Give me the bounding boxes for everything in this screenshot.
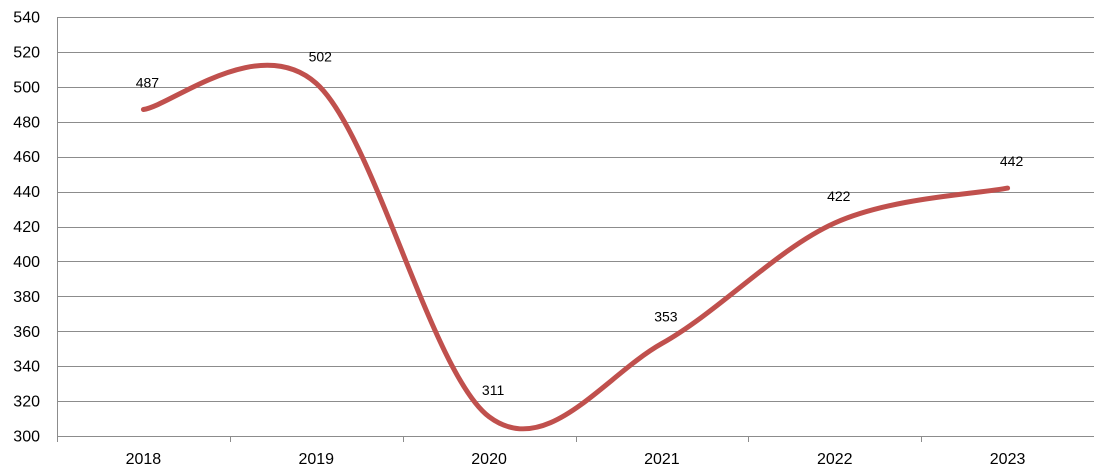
y-tick-label: 500 xyxy=(13,79,40,96)
y-tick-label: 340 xyxy=(13,359,40,376)
series-lines xyxy=(143,65,1007,429)
data-label-2021: 353 xyxy=(654,308,678,324)
y-tick-label: 320 xyxy=(13,394,40,411)
data-labels: 487 502 311 353 422 442 xyxy=(136,48,1024,397)
y-tick-label: 440 xyxy=(13,184,40,201)
y-tick-label: 380 xyxy=(13,289,40,306)
y-tick-label: 480 xyxy=(13,114,40,131)
y-tick-label: 360 xyxy=(13,324,40,341)
gridlines xyxy=(57,18,1094,402)
y-axis-tick-labels: 300 320 340 360 380 400 420 440 460 480 500 520 540 xyxy=(13,10,40,446)
y-tick-label: 520 xyxy=(13,44,40,61)
x-tick-label: 2018 xyxy=(126,451,162,468)
x-tick-label: 2020 xyxy=(471,451,507,468)
data-label-2023: 442 xyxy=(1000,153,1024,169)
x-tick-label: 2019 xyxy=(298,451,334,468)
y-tick-label: 420 xyxy=(13,219,40,236)
data-label-2019: 502 xyxy=(309,48,333,64)
x-tick-label: 2022 xyxy=(817,451,853,468)
data-label-2018: 487 xyxy=(136,75,160,91)
y-tick-label: 300 xyxy=(13,429,40,446)
y-tick-label: 540 xyxy=(13,10,40,27)
x-tick-label: 2021 xyxy=(644,451,680,468)
series-line-0 xyxy=(143,65,1007,429)
x-axis-tick-labels: 2018 2019 2020 2021 2022 2023 xyxy=(126,451,1026,468)
data-label-2020: 311 xyxy=(482,382,505,398)
x-tick-label: 2023 xyxy=(990,451,1026,468)
y-tick-label: 400 xyxy=(13,254,40,271)
y-tick-label: 460 xyxy=(13,149,40,166)
data-label-2022: 422 xyxy=(827,188,851,204)
